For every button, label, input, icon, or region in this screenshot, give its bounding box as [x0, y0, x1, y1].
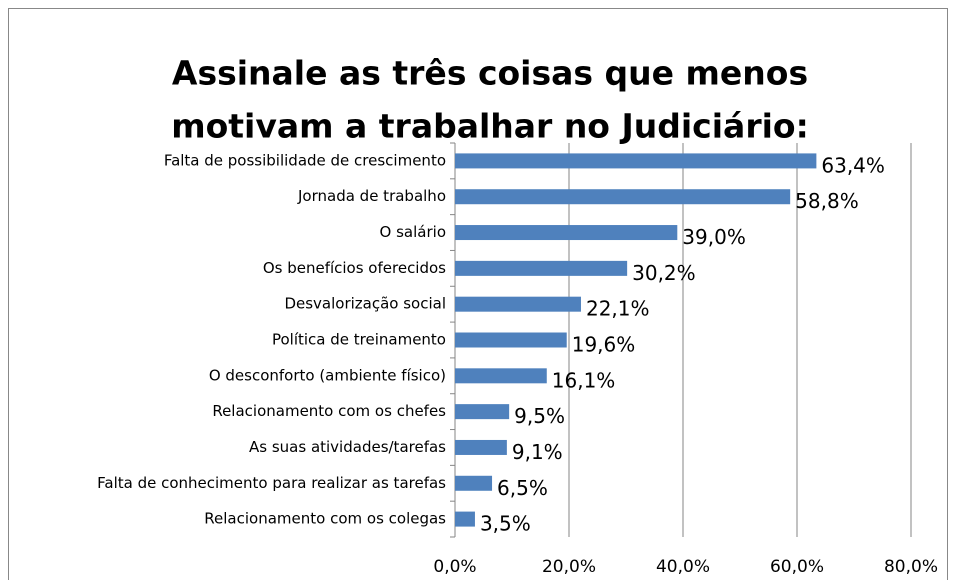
chart-title: motivam a trabalhar no Judiciário: — [171, 107, 809, 146]
bar — [455, 225, 678, 241]
value-label: 63,4% — [821, 153, 885, 177]
x-tick-label: 20,0% — [542, 557, 596, 577]
x-tick-label: 80,0% — [884, 557, 938, 577]
bar — [455, 332, 567, 348]
value-label: 58,8% — [795, 189, 859, 213]
value-label: 9,5% — [514, 404, 565, 428]
y-tick-label: Falta de possibilidade de crescimento — [164, 151, 446, 169]
y-tick-label: Falta de conhecimento para realizar as t… — [97, 474, 446, 492]
y-tick-label: Desvalorização social — [284, 295, 446, 313]
y-tick-label: Jornada de trabalho — [297, 187, 446, 205]
value-label: 6,5% — [497, 476, 548, 500]
x-tick-label: 0,0% — [433, 557, 476, 577]
value-label: 22,1% — [586, 297, 650, 321]
bar — [455, 439, 507, 455]
bar — [455, 153, 817, 169]
value-label: 9,1% — [512, 440, 563, 464]
chart-frame — [8, 8, 948, 580]
value-label: 19,6% — [572, 333, 636, 357]
value-label: 16,1% — [552, 368, 616, 392]
x-tick-label: 60,0% — [770, 557, 824, 577]
bar — [455, 368, 547, 384]
bar — [455, 511, 475, 527]
y-tick-label: Os benefícios oferecidos — [263, 259, 446, 277]
x-tick-label: 40,0% — [656, 557, 710, 577]
value-label: 30,2% — [632, 261, 696, 285]
bar — [455, 296, 581, 312]
y-tick-label: Política de treinamento — [272, 331, 446, 349]
y-tick-label: O desconforto (ambiente físico) — [209, 366, 446, 384]
bar — [455, 475, 493, 491]
bar — [455, 260, 628, 276]
bar — [455, 189, 791, 205]
bar — [455, 404, 510, 420]
value-label: 3,5% — [480, 512, 531, 536]
y-tick-label: As suas atividades/tarefas — [249, 438, 446, 456]
y-tick-label: Relacionamento com os chefes — [212, 402, 446, 420]
y-tick-label: Relacionamento com os colegas — [204, 510, 446, 528]
value-label: 39,0% — [682, 225, 746, 249]
chart-title: Assinale as três coisas que menos — [172, 54, 808, 93]
y-tick-label: O salário — [380, 223, 446, 241]
